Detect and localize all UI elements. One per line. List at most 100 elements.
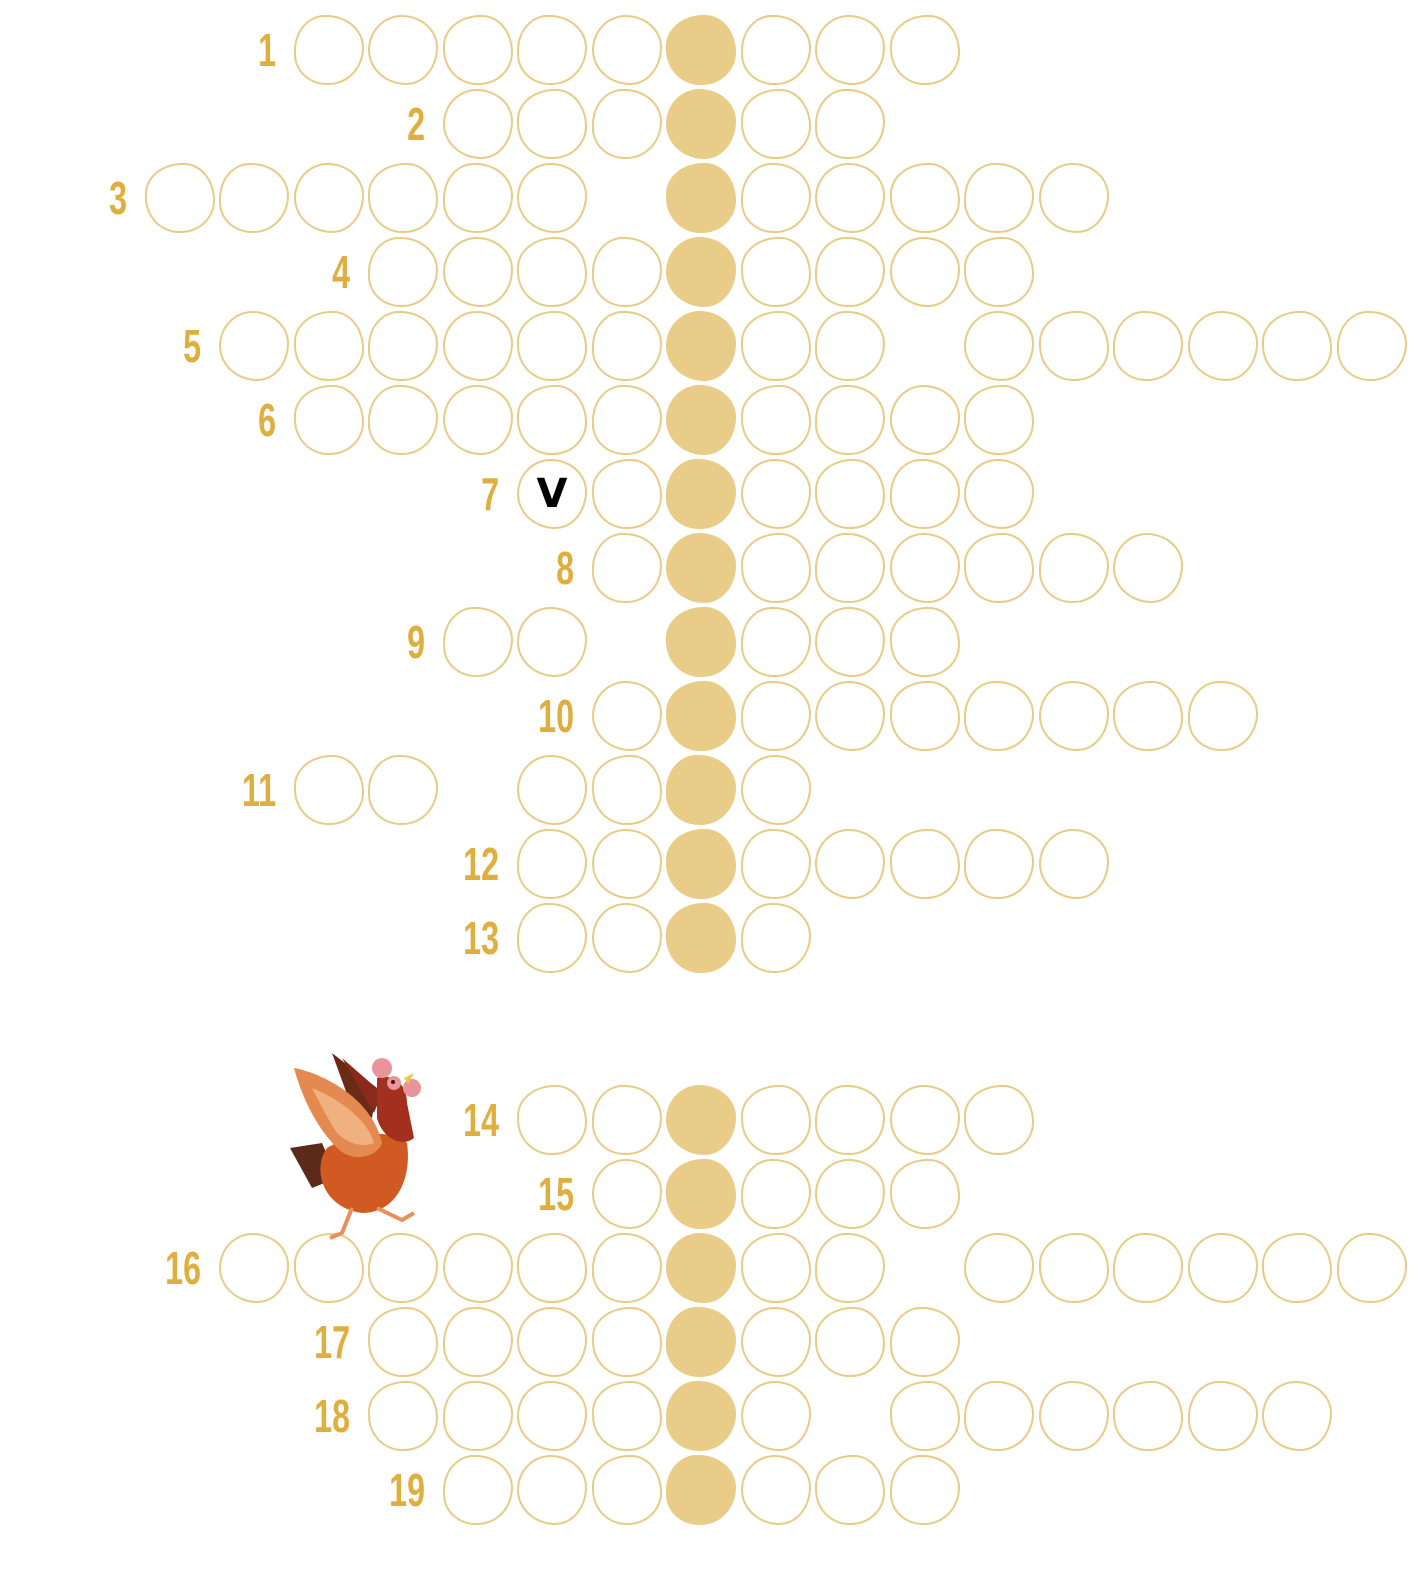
letter-cell[interactable] [517, 89, 587, 159]
letter-cell[interactable] [591, 385, 662, 455]
letter-cell[interactable] [964, 829, 1034, 899]
letter-cell[interactable] [517, 1455, 587, 1525]
letter-cell[interactable] [740, 755, 811, 825]
letter-cell[interactable] [964, 1381, 1034, 1451]
letter-cell[interactable] [517, 903, 587, 973]
letter-cell[interactable] [442, 1381, 513, 1451]
letter-cell[interactable] [740, 607, 811, 677]
letter-cell[interactable] [740, 1159, 811, 1229]
letter-cell[interactable] [442, 15, 513, 85]
letter-cell[interactable] [219, 311, 289, 381]
letter-cell[interactable] [740, 163, 811, 233]
letter-cell[interactable] [517, 15, 587, 85]
letter-cell[interactable] [1113, 1381, 1183, 1451]
letter-cell[interactable] [442, 1307, 513, 1377]
letter-cell[interactable] [740, 829, 811, 899]
letter-cell[interactable] [815, 1307, 885, 1377]
letter-cell[interactable] [442, 89, 513, 159]
letter-cell[interactable] [740, 15, 811, 85]
letter-cell[interactable] [815, 385, 885, 455]
key-cell[interactable] [666, 15, 736, 85]
letter-cell[interactable] [1038, 829, 1109, 899]
letter-cell[interactable] [591, 755, 662, 825]
letter-cell[interactable] [1336, 311, 1407, 381]
letter-cell[interactable] [889, 1381, 960, 1451]
letter-cell[interactable] [740, 459, 811, 529]
letter-cell[interactable] [1113, 311, 1183, 381]
letter-cell[interactable] [964, 533, 1034, 603]
letter-cell[interactable] [889, 1085, 960, 1155]
letter-cell[interactable] [591, 903, 662, 973]
letter-cell[interactable] [1187, 681, 1258, 751]
letter-cell[interactable] [442, 163, 513, 233]
letter-cell[interactable] [517, 755, 587, 825]
letter-cell[interactable] [889, 1159, 960, 1229]
letter-cell[interactable] [815, 237, 885, 307]
letter-cell[interactable] [740, 903, 811, 973]
letter-cell[interactable] [815, 163, 885, 233]
key-cell[interactable] [666, 1085, 736, 1155]
letter-cell[interactable] [517, 1233, 587, 1303]
key-cell[interactable] [666, 89, 736, 159]
key-cell[interactable] [666, 607, 736, 677]
letter-cell[interactable] [591, 89, 662, 159]
letter-cell[interactable] [815, 1455, 885, 1525]
letter-cell[interactable] [740, 1085, 811, 1155]
letter-cell[interactable] [740, 1307, 811, 1377]
letter-cell[interactable] [442, 385, 513, 455]
letter-cell[interactable] [517, 311, 587, 381]
letter-cell[interactable] [889, 385, 960, 455]
letter-cell[interactable] [591, 237, 662, 307]
letter-cell[interactable] [219, 1233, 289, 1303]
letter-cell[interactable] [964, 163, 1034, 233]
letter-cell[interactable] [591, 533, 662, 603]
letter-cell[interactable] [889, 237, 960, 307]
letter-cell[interactable] [815, 1085, 885, 1155]
letter-cell[interactable] [889, 163, 960, 233]
key-cell[interactable] [666, 385, 736, 455]
letter-cell[interactable] [740, 533, 811, 603]
key-cell[interactable] [666, 311, 736, 381]
letter-cell[interactable] [368, 237, 438, 307]
letter-cell[interactable] [1262, 311, 1332, 381]
letter-cell[interactable] [591, 1455, 662, 1525]
letter-cell[interactable] [815, 533, 885, 603]
letter-cell[interactable] [591, 15, 662, 85]
letter-cell[interactable] [1113, 533, 1183, 603]
letter-cell[interactable] [889, 681, 960, 751]
letter-cell[interactable] [740, 311, 811, 381]
letter-cell[interactable] [517, 607, 587, 677]
letter-cell[interactable] [964, 385, 1034, 455]
letter-cell[interactable] [889, 1455, 960, 1525]
letter-cell[interactable] [442, 607, 513, 677]
letter-cell[interactable] [1336, 1233, 1407, 1303]
letter-cell[interactable] [442, 1455, 513, 1525]
letter-cell[interactable] [442, 311, 513, 381]
letter-cell[interactable] [591, 1085, 662, 1155]
letter-cell[interactable] [368, 311, 438, 381]
key-cell[interactable] [666, 1307, 736, 1377]
letter-cell[interactable] [889, 607, 960, 677]
letter-cell[interactable] [1262, 1233, 1332, 1303]
letter-cell[interactable] [815, 1159, 885, 1229]
letter-cell[interactable] [815, 829, 885, 899]
letter-cell[interactable] [740, 681, 811, 751]
letter-cell[interactable]: V [517, 459, 587, 529]
letter-cell[interactable] [740, 385, 811, 455]
letter-cell[interactable] [815, 15, 885, 85]
letter-cell[interactable] [740, 89, 811, 159]
letter-cell[interactable] [293, 1233, 364, 1303]
letter-cell[interactable] [815, 459, 885, 529]
letter-cell[interactable] [591, 1159, 662, 1229]
letter-cell[interactable] [591, 459, 662, 529]
letter-cell[interactable] [368, 15, 438, 85]
letter-cell[interactable] [964, 1085, 1034, 1155]
letter-cell[interactable] [740, 1381, 811, 1451]
letter-cell[interactable] [1187, 311, 1258, 381]
letter-cell[interactable] [1262, 1381, 1332, 1451]
letter-cell[interactable] [1038, 1233, 1109, 1303]
letter-cell[interactable] [964, 681, 1034, 751]
letter-cell[interactable] [889, 829, 960, 899]
letter-cell[interactable] [889, 459, 960, 529]
letter-cell[interactable] [1187, 1233, 1258, 1303]
